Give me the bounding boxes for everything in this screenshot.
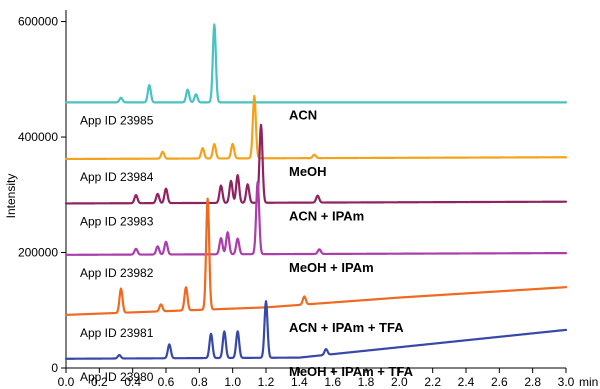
y-tick-label: 600000 [18,15,58,29]
trace-id-label: App ID 23984 [80,170,154,184]
trace-line-2 [66,96,566,159]
x-tick-label: 1.2 [258,375,275,389]
x-tick-label: 2.4 [458,375,475,389]
trace-series-label: MeOH + IPAm + TFA [289,364,414,379]
x-tick-label: 3.0 [558,375,575,389]
y-tick-label: 200000 [18,246,58,260]
trace-id-label: App ID 23982 [80,266,154,280]
trace-id-label: App ID 23985 [80,113,154,127]
x-tick-label: 0.0 [58,375,75,389]
x-axis-unit: min [579,375,598,389]
x-tick-label: 2.8 [524,375,541,389]
trace-labels: App ID 23985 ACN App ID 23984 MeOH App ID 23… [80,107,414,383]
trace-series-label: MeOH [289,164,327,179]
y-tick-label: 400000 [18,130,58,144]
x-tick-label: 0.8 [191,375,208,389]
trace-line-1 [66,24,566,102]
trace-id-label: App ID 23981 [80,326,154,340]
x-tick-label: 0.6 [158,375,175,389]
y-axis: 0 200000 400000 600000 [18,10,66,375]
x-tick-label: 2.6 [491,375,508,389]
traces [66,24,566,358]
y-tick-label: 0 [51,361,58,375]
trace-series-label: ACN [289,107,317,122]
trace-id-label: App ID 23983 [80,214,154,228]
trace-series-label: ACN + IPAm + TFA [289,320,404,335]
x-tick-label: 1.0 [224,375,241,389]
trace-id-label: App ID 23980 [80,370,154,384]
trace-series-label: MeOH + IPAm [289,260,374,275]
trace-series-label: ACN + IPAm [289,208,364,223]
y-axis-title: Intensity [4,174,18,219]
x-tick-label: 2.2 [424,375,441,389]
